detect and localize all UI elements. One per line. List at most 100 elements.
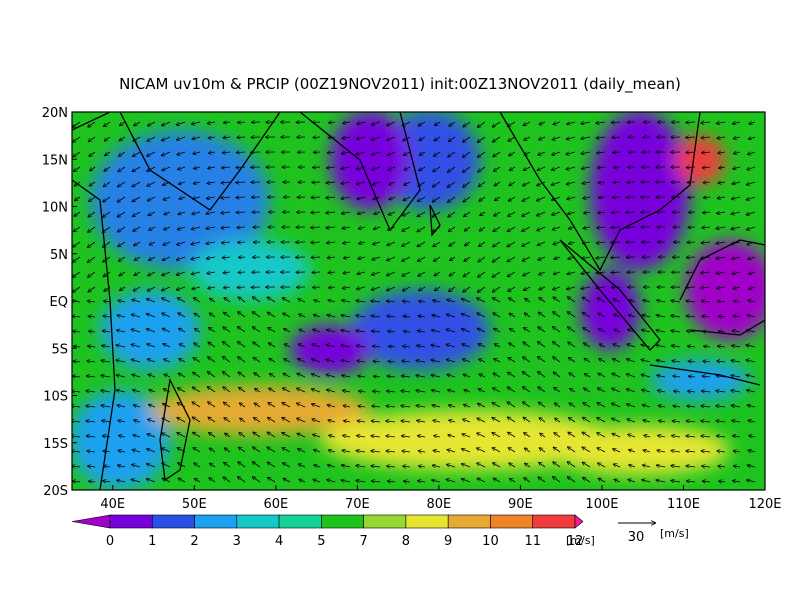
wind-vector: [372, 286, 381, 290]
wind-vector: [388, 376, 396, 377]
wind-vector: [298, 359, 306, 363]
wind-vector: [432, 196, 441, 202]
wind-vector: [89, 196, 96, 201]
wind-vector: [328, 152, 336, 153]
wind-vector: [87, 451, 96, 452]
wind-vector: [673, 406, 681, 407]
wind-vector: [209, 152, 216, 153]
wind-vector: [731, 227, 741, 229]
wind-vector: [223, 372, 231, 378]
wind-vector: [643, 420, 651, 422]
wind-vector: [417, 346, 426, 347]
wind-vector: [223, 257, 231, 258]
wind-vector: [178, 167, 186, 169]
wind-vector: [732, 346, 741, 347]
wind-vector: [733, 481, 741, 482]
wind-vector: [372, 331, 381, 332]
wind-vector: [239, 388, 246, 393]
wind-vector: [221, 197, 231, 198]
wind-vector: [208, 357, 216, 363]
wind-vector: [358, 212, 366, 214]
wind-vector: [238, 287, 246, 288]
wind-vector: [674, 391, 681, 392]
wind-vector: [419, 136, 426, 140]
wind-vector: [374, 227, 381, 229]
wind-vector: [463, 136, 471, 142]
wind-vector: [164, 227, 171, 230]
wind-vector: [177, 286, 186, 290]
wind-vector: [718, 152, 726, 153]
wind-vector: [733, 122, 741, 124]
wind-vector: [238, 462, 246, 468]
wind-vector: [507, 256, 516, 262]
wind-vector: [583, 403, 591, 408]
wind-vector: [540, 448, 546, 453]
wind-vector: [134, 271, 141, 275]
wind-vector: [359, 242, 366, 244]
wind-vector: [719, 316, 726, 317]
reference-vector-value: 30: [628, 530, 645, 545]
wind-vector: [389, 346, 396, 347]
wind-vector: [448, 196, 456, 202]
wind-vector: [448, 151, 456, 157]
wind-vector: [117, 390, 126, 392]
wind-vector: [132, 181, 141, 187]
wind-vector: [147, 344, 156, 348]
wind-vector: [387, 466, 396, 467]
wind-vector: [703, 167, 711, 168]
wind-vector: [119, 271, 126, 276]
wind-vector: [327, 330, 336, 332]
wind-vector: [553, 242, 561, 244]
wind-vector: [746, 345, 756, 347]
wind-vector: [658, 435, 666, 437]
wind-vector: [206, 227, 216, 229]
wind-vector: [717, 212, 726, 213]
wind-vector: [431, 375, 441, 377]
wind-vector: [133, 136, 141, 141]
wind-vector: [313, 434, 321, 437]
wind-vector: [372, 256, 381, 260]
wind-vector: [734, 451, 741, 452]
wind-vector: [672, 361, 681, 362]
wind-vector: [253, 462, 261, 468]
wind-vector: [629, 315, 636, 317]
wind-vector: [420, 151, 426, 155]
wind-vector: [581, 272, 591, 274]
wind-vector: [642, 480, 651, 482]
wind-vector: [117, 405, 126, 407]
wind-vector: [523, 417, 531, 423]
wind-vector: [611, 257, 621, 258]
wind-vector: [418, 181, 426, 186]
wind-vector: [404, 481, 411, 482]
wind-vector: [432, 211, 441, 217]
colorbar-label: 3: [233, 534, 241, 549]
wind-vector: [538, 477, 546, 483]
wind-vector: [702, 391, 711, 392]
wind-vector: [569, 403, 576, 408]
wind-vector: [687, 167, 696, 168]
wind-vector: [659, 421, 666, 422]
wind-vector: [104, 301, 111, 302]
wind-vector: [492, 418, 501, 423]
y-tick-label: 20S: [43, 484, 68, 499]
colorbar-under: [71, 514, 111, 529]
wind-vector: [73, 151, 81, 157]
wind-vector: [553, 312, 561, 318]
wind-vector: [373, 346, 381, 347]
wind-vector: [358, 376, 366, 377]
wind-vector: [311, 212, 321, 213]
wind-vector: [585, 374, 591, 378]
wind-vector: [478, 151, 486, 157]
wind-vector: [581, 287, 591, 289]
wind-vector: [493, 463, 501, 468]
wind-vector: [686, 287, 696, 288]
wind-vector: [193, 152, 201, 154]
wind-vector: [298, 449, 306, 453]
wind-vector: [194, 313, 201, 318]
wind-vector: [179, 359, 186, 363]
wind-vector: [149, 390, 156, 392]
wind-vector: [552, 166, 561, 170]
wind-vector: [342, 152, 351, 154]
wind-vector: [284, 329, 291, 333]
wind-vector: [177, 433, 186, 438]
